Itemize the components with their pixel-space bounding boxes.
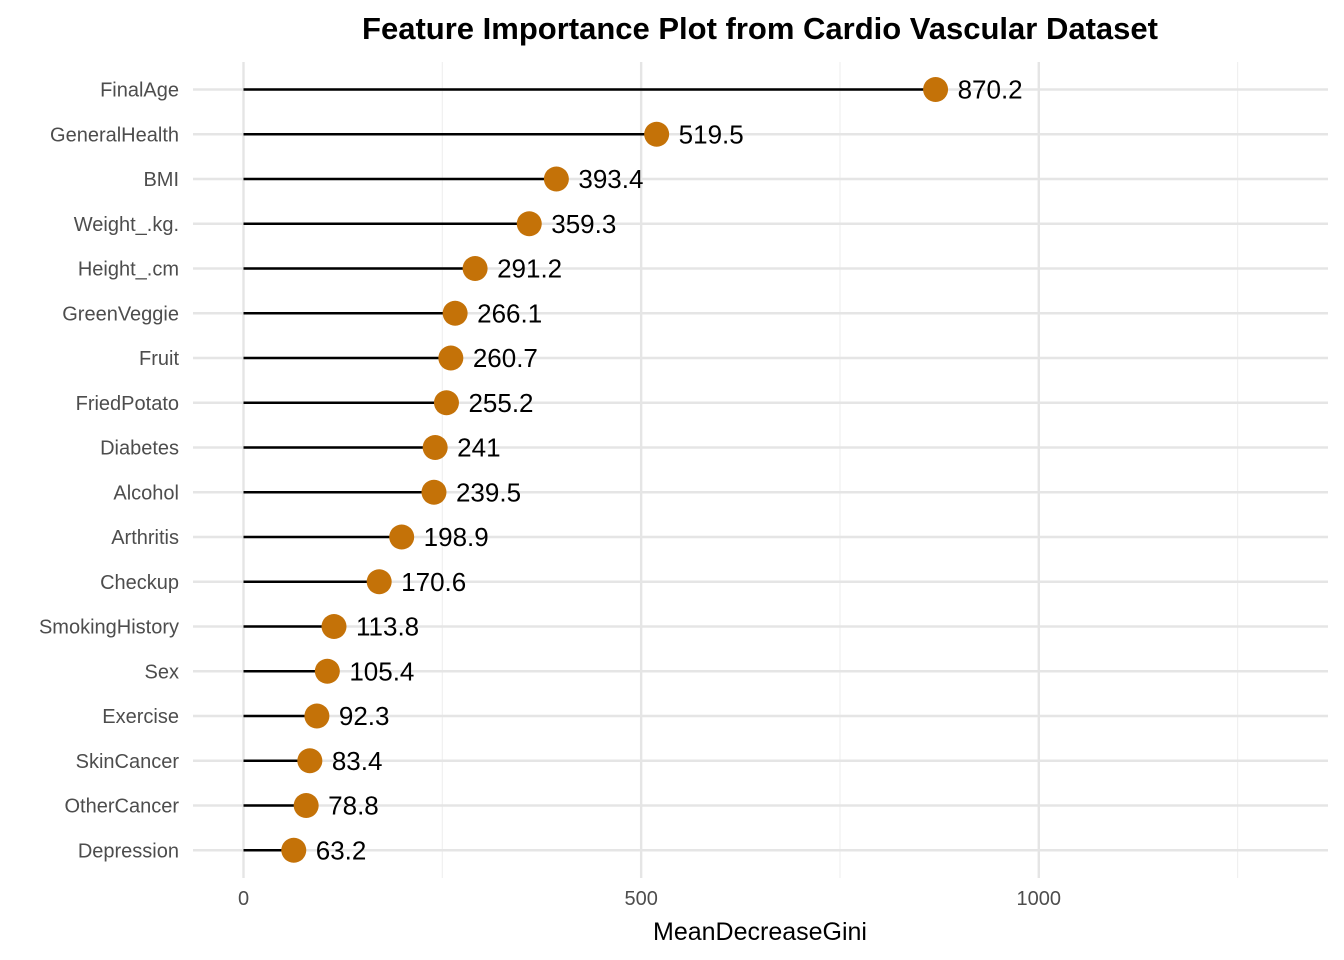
category-label: SmokingHistory (39, 617, 179, 639)
lollipop-point (314, 658, 340, 684)
category-label: Sex (145, 661, 179, 683)
value-label: 359.3 (551, 209, 616, 239)
value-label: 170.6 (401, 567, 466, 597)
lollipop-point (433, 390, 459, 416)
category-label-layer: FinalAge GeneralHealth BMI Weight_.kg. Heigh… (39, 80, 179, 863)
x-tick-label: 500 (624, 888, 657, 910)
category-label: FriedPotato (76, 393, 179, 415)
lollipop-point (304, 703, 330, 729)
category-label: Exercise (102, 706, 179, 728)
x-tick-label: 1000 (1017, 888, 1062, 910)
x-axis-title: MeanDecreaseGini (653, 918, 867, 946)
category-label: Arthritis (111, 527, 179, 549)
lollipop-point (366, 569, 392, 595)
lollipop-point (516, 211, 542, 237)
x-tick-layer: 0 500 1000 (238, 888, 1061, 910)
value-label: 241 (457, 433, 500, 463)
lollipop-point (442, 300, 468, 326)
value-label: 105.4 (349, 656, 414, 686)
lollipop-point (644, 121, 670, 147)
value-label: 291.2 (497, 254, 562, 284)
category-label: Checkup (100, 572, 179, 594)
category-label: OtherCancer (65, 796, 180, 818)
lollipop-point (297, 748, 323, 774)
category-label: BMI (143, 169, 179, 191)
value-label: 63.2 (316, 835, 367, 865)
value-label: 78.8 (328, 791, 379, 821)
category-label: Diabetes (100, 438, 179, 460)
value-label-layer: 870.2 519.5 393.4 359.3 291.2 266.1 260.7 255.2… (316, 75, 1023, 866)
category-label: Depression (78, 840, 179, 862)
value-label: 519.5 (679, 119, 744, 149)
point-layer (281, 77, 949, 863)
value-label: 83.4 (332, 746, 383, 776)
category-label: Weight_.kg. (74, 214, 179, 236)
lollipop-point (923, 77, 949, 102)
category-label: Fruit (139, 348, 179, 370)
stem-layer (243, 88, 936, 852)
lollipop-point (421, 479, 447, 505)
value-label: 198.9 (424, 522, 489, 552)
category-label: Alcohol (113, 482, 179, 504)
value-label: 92.3 (339, 701, 390, 731)
lollipop-point (462, 256, 488, 281)
value-label: 255.2 (468, 388, 533, 418)
lollipop-point (438, 345, 464, 371)
lollipop-point (293, 793, 319, 818)
value-label: 870.2 (958, 75, 1023, 105)
value-label: 113.8 (356, 612, 419, 642)
lollipop-point (422, 435, 448, 460)
value-label: 266.1 (477, 298, 542, 328)
value-label: 393.4 (578, 164, 643, 194)
category-label: Height_.cm (78, 259, 179, 281)
chart-title: Feature Importance Plot from Cardio Vasc… (362, 11, 1158, 46)
lollipop-point (543, 166, 569, 192)
category-label: SkinCancer (76, 751, 180, 773)
value-label: 239.5 (456, 477, 521, 507)
value-label: 260.7 (473, 343, 538, 373)
x-tick-label: 0 (238, 888, 249, 910)
lollipop-point (321, 614, 347, 639)
lollipop-point (389, 524, 415, 550)
lollipop-point (281, 837, 307, 863)
category-label: GeneralHealth (50, 124, 179, 146)
category-label: GreenVeggie (62, 303, 179, 325)
category-label: FinalAge (100, 80, 179, 102)
